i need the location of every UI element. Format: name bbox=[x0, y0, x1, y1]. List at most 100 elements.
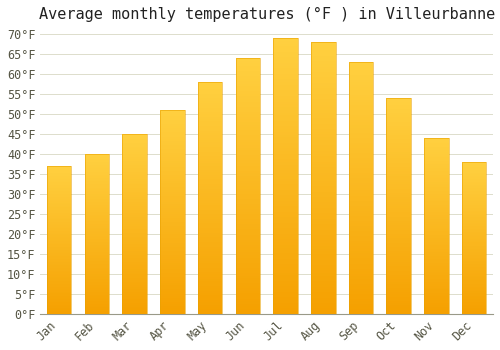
Bar bbox=[348, 279, 374, 281]
Bar bbox=[84, 244, 109, 245]
Bar bbox=[424, 254, 448, 256]
Bar bbox=[386, 180, 411, 182]
Bar bbox=[274, 140, 298, 143]
Bar bbox=[386, 161, 411, 163]
Bar bbox=[386, 135, 411, 137]
Bar bbox=[122, 238, 147, 240]
Bar bbox=[274, 256, 298, 259]
Bar bbox=[311, 205, 336, 208]
Bar bbox=[311, 88, 336, 91]
Bar bbox=[348, 271, 374, 274]
Bar bbox=[462, 179, 486, 180]
Bar bbox=[236, 196, 260, 199]
Bar bbox=[84, 197, 109, 199]
Bar bbox=[47, 218, 72, 219]
Bar bbox=[386, 290, 411, 292]
Bar bbox=[424, 261, 448, 263]
Bar bbox=[47, 212, 72, 213]
Bar bbox=[311, 219, 336, 222]
Bar bbox=[160, 194, 184, 196]
Bar bbox=[160, 253, 184, 255]
Bar bbox=[84, 193, 109, 194]
Bar bbox=[424, 166, 448, 168]
Bar bbox=[462, 200, 486, 202]
Bar bbox=[160, 196, 184, 198]
Bar bbox=[462, 180, 486, 182]
Bar bbox=[348, 82, 374, 85]
Bar bbox=[47, 286, 72, 287]
Bar bbox=[122, 300, 147, 301]
Bar bbox=[386, 199, 411, 202]
Bar bbox=[424, 247, 448, 249]
Bar bbox=[236, 166, 260, 168]
Bar bbox=[348, 205, 374, 208]
Bar bbox=[122, 147, 147, 148]
Bar bbox=[274, 157, 298, 160]
Bar bbox=[462, 267, 486, 268]
Bar bbox=[84, 168, 109, 170]
Bar bbox=[160, 169, 184, 171]
Bar bbox=[84, 183, 109, 184]
Bar bbox=[424, 193, 448, 194]
Bar bbox=[386, 118, 411, 120]
Bar bbox=[424, 196, 448, 198]
Bar bbox=[424, 286, 448, 287]
Bar bbox=[198, 242, 222, 244]
Bar bbox=[160, 116, 184, 118]
Bar bbox=[236, 109, 260, 112]
Bar bbox=[386, 156, 411, 159]
Bar bbox=[274, 41, 298, 44]
Bar bbox=[47, 308, 72, 309]
Bar bbox=[386, 271, 411, 273]
Bar bbox=[198, 145, 222, 147]
Bar bbox=[122, 292, 147, 294]
Bar bbox=[348, 201, 374, 203]
Bar bbox=[348, 274, 374, 276]
Bar bbox=[160, 198, 184, 200]
Bar bbox=[84, 175, 109, 176]
Bar bbox=[47, 185, 72, 187]
Bar bbox=[47, 284, 72, 286]
Bar bbox=[122, 310, 147, 312]
Bar bbox=[274, 267, 298, 270]
Bar bbox=[47, 309, 72, 311]
Bar bbox=[122, 186, 147, 188]
Bar bbox=[122, 201, 147, 202]
Bar bbox=[386, 312, 411, 314]
Bar bbox=[84, 159, 109, 160]
Bar bbox=[47, 261, 72, 262]
Bar bbox=[462, 217, 486, 218]
Bar bbox=[198, 156, 222, 159]
Bar bbox=[348, 130, 374, 133]
Bar bbox=[462, 276, 486, 278]
Bar bbox=[348, 62, 374, 314]
Bar bbox=[462, 274, 486, 276]
Bar bbox=[236, 183, 260, 186]
Bar bbox=[122, 148, 147, 150]
Bar bbox=[348, 196, 374, 198]
Bar bbox=[236, 63, 260, 66]
Bar bbox=[160, 149, 184, 151]
Bar bbox=[424, 272, 448, 273]
Bar bbox=[462, 265, 486, 267]
Bar bbox=[84, 194, 109, 196]
Bar bbox=[84, 199, 109, 200]
Bar bbox=[311, 254, 336, 257]
Bar bbox=[274, 137, 298, 140]
Bar bbox=[424, 194, 448, 196]
Bar bbox=[274, 107, 298, 110]
Bar bbox=[160, 124, 184, 126]
Bar bbox=[236, 91, 260, 94]
Bar bbox=[424, 156, 448, 158]
Bar bbox=[122, 220, 147, 222]
Bar bbox=[274, 209, 298, 212]
Bar bbox=[424, 223, 448, 224]
Bar bbox=[462, 188, 486, 189]
Bar bbox=[274, 63, 298, 66]
Bar bbox=[424, 302, 448, 303]
Bar bbox=[348, 261, 374, 264]
Bar bbox=[462, 309, 486, 311]
Bar bbox=[160, 188, 184, 190]
Bar bbox=[348, 75, 374, 77]
Bar bbox=[84, 304, 109, 306]
